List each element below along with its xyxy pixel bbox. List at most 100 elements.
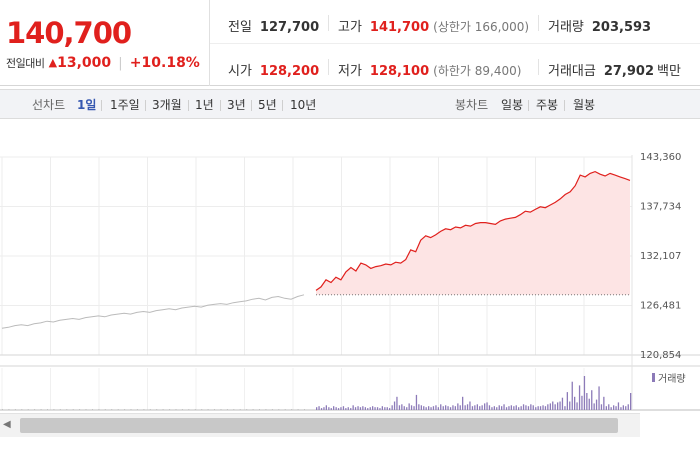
volume-bar [328, 407, 330, 410]
volume-bar [513, 406, 515, 410]
volume-bar [520, 406, 522, 410]
volume-bar [381, 406, 383, 410]
volume-series [2, 376, 632, 410]
volume-bar [233, 409, 235, 410]
volume-bar [47, 409, 48, 410]
volume-bar [539, 406, 542, 410]
volume-bar [447, 406, 449, 410]
volume-bar [316, 407, 318, 410]
volume-value: 203,593 [591, 20, 652, 35]
volume-bar [354, 407, 357, 410]
volume-bar [505, 407, 508, 410]
volume-bar [398, 405, 401, 410]
volume-bar [393, 401, 396, 410]
volume-bar [474, 405, 476, 410]
stat-open: 시가 128,200 [228, 60, 319, 79]
volume-bar [136, 409, 138, 410]
volume-bar [476, 404, 478, 410]
volume-bar [92, 409, 93, 410]
volume-bar [175, 409, 177, 410]
volume-bar [386, 407, 388, 410]
range-3m[interactable]: 3개월 [152, 98, 182, 112]
range-1w[interactable]: 1주일 [110, 98, 140, 112]
scroll-thumb[interactable] [20, 418, 618, 433]
range-daily[interactable]: 일봉 [501, 98, 524, 112]
volume-bar [554, 404, 556, 410]
volume-bar [627, 404, 629, 410]
volume-bar [469, 401, 471, 410]
volume-bar [27, 409, 29, 410]
intraday-chart[interactable]: 143,360 137,734 132,107 126,481 120,854 거래량 [0, 120, 700, 440]
scroll-left-icon[interactable]: ◀ [3, 419, 11, 430]
volume-bar [445, 405, 447, 410]
range-1d[interactable]: 1일 [77, 98, 97, 112]
volume-bar [493, 406, 495, 410]
volume-bar [617, 402, 620, 410]
volume-bar [613, 405, 615, 410]
volume-bar [350, 408, 352, 410]
volume-bar [432, 406, 435, 410]
volume-bar [418, 404, 420, 410]
volume-bar [515, 405, 517, 410]
volume-bar [376, 407, 379, 410]
range-weekly[interactable]: 주봉 [536, 98, 559, 112]
grid [0, 155, 700, 411]
volume-bar [117, 409, 119, 410]
range-10y[interactable]: 10년 [290, 98, 317, 112]
volume-bar [442, 406, 444, 410]
range-3y[interactable]: 3년 [227, 98, 246, 112]
volume-bar [372, 406, 374, 410]
change-amount: 13,000 [57, 55, 112, 71]
y-tick-label: 143,360 [640, 152, 681, 163]
range-5y[interactable]: 5년 [258, 98, 277, 112]
volume-bar [535, 407, 537, 410]
volume-bar [246, 409, 248, 410]
volume-bar [484, 403, 486, 410]
volume-bar [574, 396, 576, 410]
volume-bar [593, 403, 595, 410]
volume-bar [462, 396, 464, 410]
volume-bar [220, 409, 222, 410]
volume-bar [522, 404, 525, 410]
volume-bar [486, 402, 488, 410]
previous-session-line [1, 294, 305, 329]
volume-bar [464, 405, 466, 410]
volume-bar [362, 406, 364, 410]
volume-bar [143, 409, 145, 410]
volume-bar [271, 409, 273, 410]
volume-bar [318, 406, 320, 410]
current-session-area [316, 171, 630, 295]
volume-bar [615, 406, 617, 410]
range-1y[interactable]: 1년 [195, 98, 214, 112]
range-monthly[interactable]: 월봉 [573, 98, 596, 112]
volume-bar [440, 404, 442, 410]
upper-limit: (상한가 166,000) [433, 20, 530, 34]
volume-bar [364, 407, 366, 410]
divider [538, 59, 539, 75]
y-tick-label: 120,854 [640, 350, 681, 361]
volume-bar [588, 398, 590, 410]
volume-bar [557, 402, 559, 410]
stat-prev-close: 전일 127,700 [228, 16, 319, 35]
period-bar: 선차트 1일 1주일 3개월 1년 3년 5년 10년 봉차트 일봉 주봉 월봉 [0, 89, 700, 119]
volume-bar [8, 409, 10, 410]
volume-bar [449, 407, 452, 410]
volume-bar [72, 409, 74, 410]
volume-bar [40, 409, 42, 410]
open-value: 128,200 [259, 64, 320, 79]
volume-bar [622, 405, 624, 410]
volume-bar [384, 407, 386, 410]
volume-bar [21, 409, 23, 410]
volume-bar [396, 396, 398, 410]
volume-bar [335, 407, 337, 410]
volume-bar [259, 409, 260, 410]
volume-bar [34, 409, 36, 410]
volume-bar [525, 405, 527, 410]
volume-bar [297, 409, 299, 410]
candle-chart-label: 봉차트 [455, 98, 489, 112]
stat-high: 고가 141,700 (상한가 166,000) [338, 16, 529, 35]
volume-bar [149, 409, 151, 410]
price-box: 140,700 전일대비 ▲13,000 | +10.18% [0, 0, 210, 86]
chart-scrollbar[interactable]: ◀ [0, 413, 640, 437]
volume-bar [583, 376, 586, 410]
